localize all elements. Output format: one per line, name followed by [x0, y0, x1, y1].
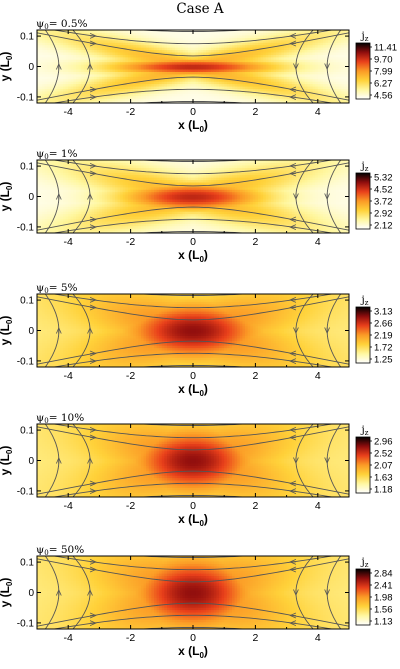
y-tick-label: -0.1 — [17, 92, 35, 103]
x-tick-label: 2 — [252, 106, 258, 118]
x-tick-label: 0 — [190, 106, 196, 118]
y-tick-label: 0 — [28, 62, 34, 73]
colorbar-title: jz — [360, 30, 369, 43]
figure-title: Case A — [176, 1, 224, 17]
colorbar-tick-label: 9.70 — [374, 54, 393, 65]
y-axis-label: y (L0) — [0, 52, 14, 82]
y-axis-label-text: y (L — [0, 60, 12, 81]
y-tick-label: 0.1 — [20, 32, 34, 43]
colorbar — [356, 43, 370, 99]
x-axis-label: x (L0) — [178, 118, 208, 134]
colorbar-title-sub: z — [365, 35, 369, 43]
x-axis-label-text: x (L — [178, 118, 199, 132]
colorbar-tick-label: 11.41 — [374, 42, 397, 53]
colorbar-tick-label: 4.56 — [374, 90, 393, 101]
x-tick-label: 4 — [315, 106, 321, 118]
colorbar-tick-label: 7.99 — [374, 66, 393, 77]
heatmap — [37, 160, 350, 234]
psi-symbol: ψ — [36, 18, 44, 30]
colorbar-tick-label: 6.27 — [374, 78, 393, 89]
heatmap — [37, 30, 350, 104]
x-tick-label: -4 — [64, 106, 73, 118]
panel-label: ψ0= 0.5% — [36, 18, 88, 31]
panel-label-value: = 0.5% — [49, 18, 88, 30]
x-axis-label-close: ) — [204, 118, 208, 132]
panels: -4 -2 0 2 4 -0.1 0 0.1 x (L0) y (L0) ψ0= 0.5% jz 11.… — [0, 18, 397, 660]
chart-panel-1: -4 -2 0 2 4 -0.1 0 0.1 x (L0) y (L0) ψ0= 0.5% jz 11.… — [0, 18, 397, 134]
y-axis-label-close: ) — [0, 52, 12, 56]
x-tick-label: -2 — [126, 106, 135, 118]
